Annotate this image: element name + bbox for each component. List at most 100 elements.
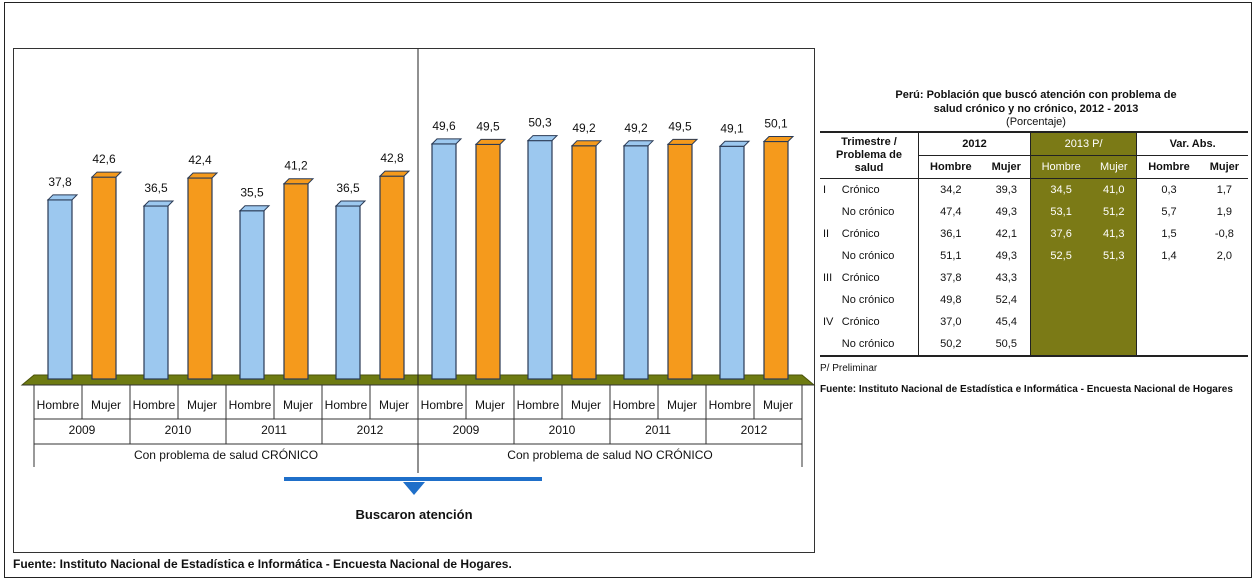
header-2013: 2013 P/	[1030, 132, 1138, 156]
value-cell: 47,4	[940, 206, 962, 218]
bar	[475, 143, 501, 380]
value-cell: 51,2	[1091, 201, 1138, 223]
figure-source: Fuente: Instituto Nacional de Estadístic…	[13, 557, 512, 571]
value-cell: 34,5	[1030, 178, 1092, 201]
problema-cell: No crónico	[838, 333, 919, 357]
trimestre-cell	[820, 333, 839, 357]
value-cell: 49,3	[982, 201, 1031, 223]
category-tick-label: Hombre	[613, 398, 656, 412]
value-cell: 49,8	[940, 294, 962, 306]
header-mujer-2013: Mujer	[1091, 155, 1138, 179]
data-label: 35,5	[240, 186, 264, 200]
table-row: No crónico 49,8 52,4	[820, 289, 1248, 311]
table-body: I Crónico 34,2 39,3 34,5 41,0 0,3 1,7 No crónico…	[820, 178, 1248, 357]
value-cell: 42,1	[982, 223, 1031, 245]
data-label: 42,4	[188, 153, 212, 167]
problema-cell: No crónico	[838, 289, 919, 311]
problema-cell: No crónico	[838, 245, 919, 267]
header-hombre-2013: Hombre	[1030, 155, 1092, 179]
bar-chart: 37,8 Hombre 42,6 Mujer 2009 36,5 Hombre 42,4 Muj…	[13, 48, 816, 553]
problema-cell: Crónico	[838, 311, 919, 333]
table-row: I Crónico 34,2 39,3 34,5 41,0 0,3 1,7	[820, 178, 1248, 201]
value-cell: 51,1	[940, 250, 962, 262]
data-table-panel: Perú: Población que buscó atención con p…	[820, 88, 1252, 395]
value-cell	[1030, 311, 1092, 333]
category-tick-label: Mujer	[379, 398, 409, 412]
bar-top	[282, 178, 315, 185]
trimestre-cell	[820, 201, 839, 223]
data-label: 49,5	[476, 119, 500, 133]
bar	[623, 145, 649, 380]
value-cell	[1091, 289, 1138, 311]
category-tick-label: Hombre	[517, 398, 560, 412]
value-cell: 34,2	[940, 184, 962, 196]
trimestre-cell	[820, 245, 839, 267]
bar	[667, 143, 693, 380]
arrow-head	[403, 482, 425, 495]
value-cell: 52,4	[982, 289, 1031, 311]
year-tick-label: 2010	[165, 423, 192, 437]
value-cell: 39,3	[982, 178, 1031, 201]
header-2012: 2012	[918, 132, 1031, 156]
data-label: 36,5	[336, 181, 360, 195]
bar	[719, 145, 745, 380]
bar-top	[430, 138, 463, 145]
value-cell	[1201, 267, 1248, 289]
category-tick-label: Mujer	[475, 398, 505, 412]
category-tick-label: Mujer	[763, 398, 793, 412]
value-cell	[1201, 311, 1248, 333]
trimestre-cell: I	[823, 184, 827, 196]
category-tick-label: Hombre	[229, 398, 272, 412]
bar	[527, 139, 553, 380]
value-cell	[1136, 333, 1201, 357]
bar-top	[526, 135, 559, 142]
value-cell: 37,0	[940, 316, 962, 328]
data-label: 49,6	[432, 119, 456, 133]
year-tick-label: 2010	[549, 423, 576, 437]
table-row: III Crónico 37,8 43,3	[820, 267, 1248, 289]
data-label: 49,2	[572, 121, 596, 135]
bar-top	[718, 140, 751, 147]
value-cell: 52,5	[1030, 245, 1092, 267]
value-cell	[1137, 289, 1201, 311]
table-source: Fuente: Instituto Nacional de Estadístic…	[820, 384, 1233, 395]
bar	[91, 176, 117, 380]
arrow-bar	[284, 477, 542, 481]
value-cell: 1,4	[1161, 250, 1177, 262]
value-cell: 50,5	[982, 333, 1031, 357]
year-tick-label: 2012	[741, 423, 768, 437]
trimestre-cell: III	[823, 272, 833, 284]
bar-top	[474, 138, 507, 145]
value-cell: 43,3	[982, 267, 1031, 289]
value-cell: 45,4	[982, 311, 1031, 333]
header-mujer-var: Mujer	[1200, 155, 1248, 179]
bar	[763, 140, 789, 380]
value-cell: -0,8	[1214, 228, 1234, 240]
header-var-abs: Var. Abs.	[1136, 132, 1248, 156]
table-row: No crónico 51,1 49,3 52,5 51,3 1,4 2,0	[820, 245, 1248, 267]
bar-top	[186, 172, 219, 179]
value-cell: 0,3	[1161, 184, 1177, 196]
bar	[239, 210, 265, 380]
group-label: Con problema de salud NO CRÓNICO	[507, 447, 712, 462]
category-tick-label: Mujer	[283, 398, 313, 412]
category-tick-label: Mujer	[91, 398, 121, 412]
figure-frame	[4, 2, 1252, 578]
value-cell: 41,0	[1091, 178, 1138, 201]
data-label: 49,1	[720, 121, 744, 135]
table-row: II Crónico 36,1 42,1 37,6 41,3 1,5 -0,8	[820, 223, 1248, 245]
data-label: 41,2	[284, 159, 308, 173]
table-note: P/ Preliminar	[820, 363, 878, 374]
value-cell	[1030, 267, 1092, 289]
trimestre-cell	[820, 289, 839, 311]
value-cell: 37,6	[1030, 223, 1092, 245]
problema-cell: Crónico	[838, 223, 919, 245]
data-label: 49,2	[624, 121, 648, 135]
data-label: 50,1	[764, 117, 788, 131]
table-row: No crónico 47,4 49,3 53,1 51,2 5,7 1,9	[820, 201, 1248, 223]
value-cell: 51,3	[1091, 245, 1138, 267]
value-cell: 1,5	[1161, 228, 1177, 240]
category-tick-label: Hombre	[709, 398, 752, 412]
bar-top	[334, 200, 367, 207]
trimestre-cell: IV	[823, 316, 834, 328]
